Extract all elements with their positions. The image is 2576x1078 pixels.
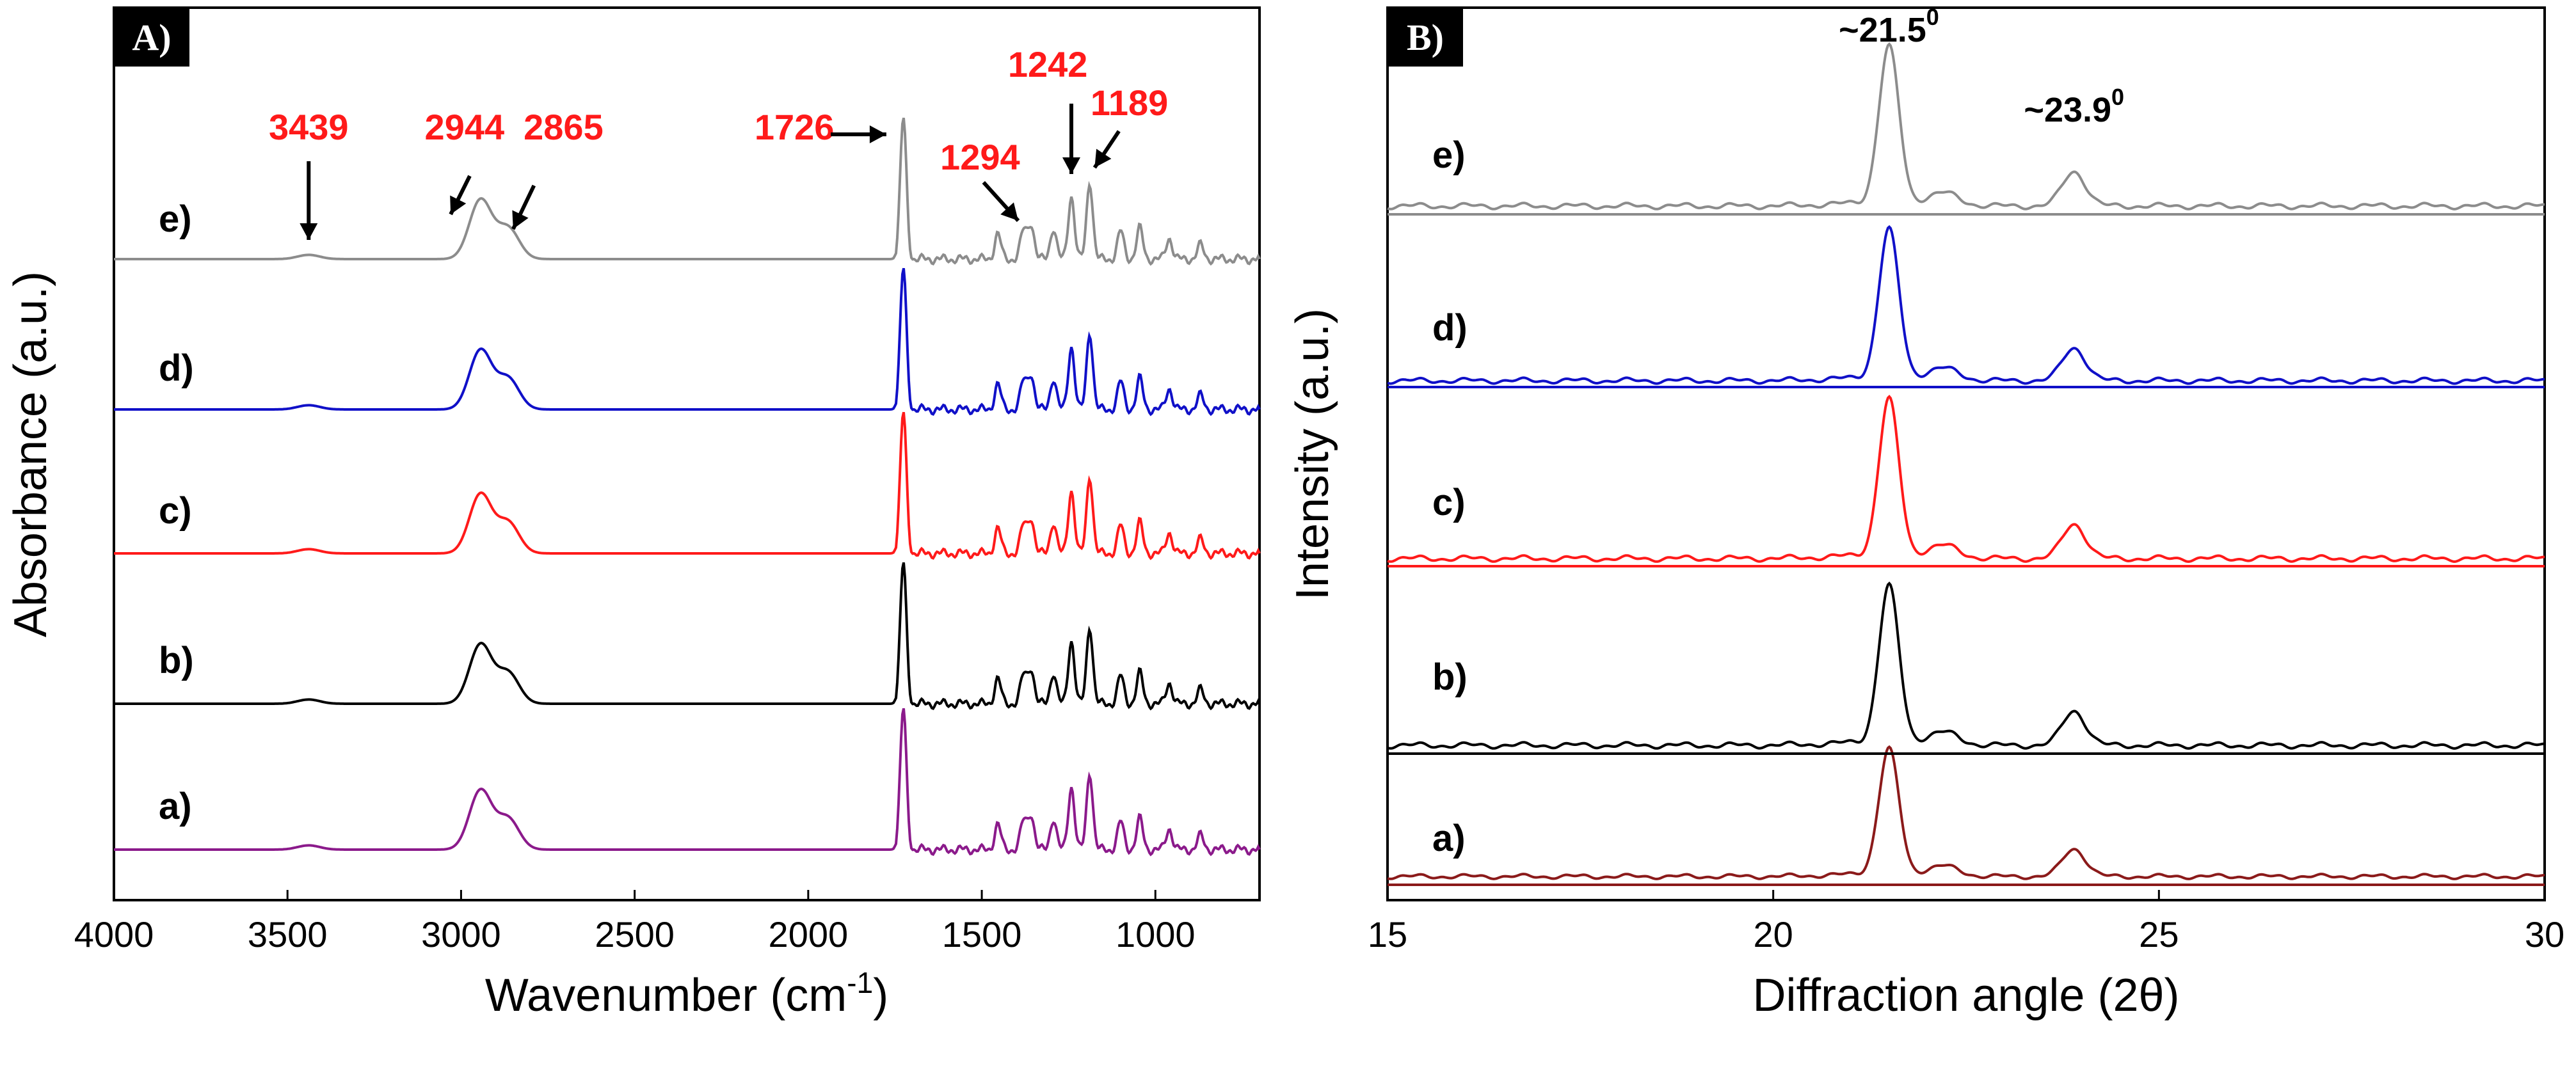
panel-b-curves: [1387, 42, 2545, 886]
ftir-peak-arrow-1294: [982, 180, 1020, 223]
ftir-x-tick-label-3000: 3000: [421, 914, 501, 955]
ftir-series-e: [114, 117, 1261, 266]
ftir-peak-label-1189: 1189: [1091, 83, 1169, 123]
ftir-peak-arrow-2865: [511, 184, 536, 230]
ftir-peak-arrow-1189: [1092, 130, 1121, 169]
panel-a-ftir: A) a) b) c) d) e) 3439 2944 2865 1726 1294 124211…: [5, 6, 1261, 1021]
panel-b-peak-annotations: ~21.50 ~23.90: [1839, 4, 2124, 129]
ftir-peak-arrow-1726: [831, 125, 886, 143]
xrd-curve-label-d: d): [1432, 307, 1468, 349]
ftir-curve-label-c: c): [159, 490, 192, 532]
panel-b-frame: [1386, 6, 2546, 901]
xrd-peak-label-23.9: ~23.90: [2024, 84, 2124, 129]
ftir-peak-label-1242: 1242: [1008, 44, 1088, 84]
ftir-x-tick-label-2500: 2500: [595, 914, 675, 955]
panel-a-curves: [114, 117, 1261, 857]
ftir-curve-label-b: b): [159, 640, 194, 681]
ftir-peak-label-3439: 3439: [269, 107, 349, 147]
xrd-series-c: [1387, 394, 2545, 563]
ftir-peak-arrow-2944: [449, 175, 472, 216]
ftir-curve-label-d: d): [159, 347, 194, 389]
panel-b-x-ticks: 15 20 25 30: [1368, 890, 2564, 955]
ftir-x-tick-label-4000: 4000: [74, 914, 154, 955]
ftir-series-d: [114, 267, 1261, 416]
ftir-series-c: [114, 411, 1261, 560]
ftir-peak-label-2865: 2865: [524, 107, 604, 147]
ftir-curve-label-a: a): [159, 786, 192, 827]
ftir-curve-label-e: e): [159, 198, 192, 240]
ftir-peak-label-1294: 1294: [940, 137, 1020, 177]
panel-a-x-ticks: 4000 3500 3000 2500 2000 1500 1000: [74, 890, 1196, 955]
ftir-x-tick-label-1000: 1000: [1116, 914, 1196, 955]
xrd-x-tick-label-25: 25: [2139, 914, 2179, 955]
panel-a-curve-labels: a) b) c) d) e): [159, 198, 194, 827]
panel-a-frame: [113, 6, 1261, 901]
panel-a-x-axis-label: Wavenumber (cm-1): [485, 966, 888, 1021]
ftir-peak-arrow-3439: [300, 161, 318, 240]
ftir-series-b: [114, 562, 1261, 711]
xrd-peak-label-21.5: ~21.50: [1839, 4, 1939, 49]
xrd-x-tick-label-20: 20: [1754, 914, 1793, 955]
xrd-x-tick-label-15: 15: [1368, 914, 1407, 955]
panel-b-tag: B): [1407, 17, 1444, 58]
ftir-series-a: [114, 708, 1261, 857]
xrd-series-b: [1387, 581, 2545, 750]
xrd-curve-label-c: c): [1432, 482, 1466, 523]
panel-a-y-axis-label: Absorbance (a.u.): [5, 271, 56, 637]
ftir-x-tick-label-1500: 1500: [942, 914, 1022, 955]
ftir-peak-label-1726: 1726: [755, 107, 835, 147]
xrd-curve-label-e: e): [1432, 134, 1466, 176]
xrd-series-e: [1387, 42, 2545, 210]
ftir-x-tick-label-3500: 3500: [248, 914, 328, 955]
xrd-series-a: [1387, 745, 2545, 880]
xrd-series-d: [1387, 225, 2545, 385]
xrd-x-tick-label-30: 30: [2525, 914, 2564, 955]
panel-b-y-axis-label: Intensity (a.u.): [1287, 308, 1338, 600]
panel-b-curve-labels: a) b) c) d) e): [1432, 134, 1468, 859]
panel-b-xrd: B) a) b) c) d) e) ~21.50 ~23.90 15 20 25 30 Diff…: [1287, 4, 2564, 1021]
ftir-x-tick-label-2000: 2000: [769, 914, 849, 955]
panel-a-tag: A): [132, 17, 171, 58]
panel-b-tag-box: [1388, 8, 1463, 67]
ftir-peak-label-2944: 2944: [425, 107, 505, 147]
panel-b-x-axis-label: Diffraction angle (2θ): [1752, 970, 2179, 1021]
ftir-peak-arrow-1242: [1062, 104, 1081, 174]
panel-a-tag-box: [114, 8, 189, 67]
xrd-curve-label-a: a): [1432, 818, 1466, 859]
xrd-curve-label-b: b): [1432, 656, 1468, 698]
